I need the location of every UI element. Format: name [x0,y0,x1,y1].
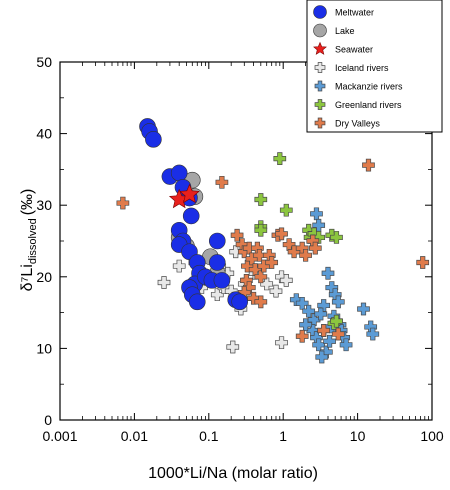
dry-valleys-point [299,248,312,262]
y-axis-title-main: δ⁷Li [19,264,36,291]
y-tick-label: 10 [36,340,52,356]
mackanzie-rivers-point [319,345,333,359]
mackanzie-rivers-point [339,338,353,352]
legend-marker-mackanzie-rivers [314,80,326,92]
y-tick-label: 50 [36,54,52,70]
greenland-rivers-point [254,193,268,206]
meltwater-point [231,293,248,311]
y-axis-title: δ⁷Lidissolved (‰) [19,189,39,292]
dry-valleys-point [254,270,268,284]
legend: Meltwater Lake Seawater Iceland rivers Macka… [306,0,443,133]
greenland-rivers-point [330,231,343,244]
meltwater-point [170,164,188,182]
legend-label-meltwater: Meltwater [335,8,374,18]
meltwater-point [182,207,200,225]
dry-valleys-point [275,227,288,241]
seawater-point [179,183,200,204]
dry-valleys-point [254,295,268,309]
dry-valleys-point [308,241,322,255]
dry-valleys-point [265,256,279,269]
legend-marker-iceland-rivers [314,62,326,73]
mackanzie-rivers-point [315,350,329,364]
iceland-rivers-point [279,274,293,287]
legend-label-iceland-rivers: Iceland rivers [335,63,389,73]
iceland-rivers-point [172,259,186,273]
mackanzie-rivers-point [310,207,323,221]
x-tick-label: 1 [279,428,287,444]
x-tick-label: 10 [350,428,366,444]
y-tick-label: 0 [44,412,52,428]
mackanzie-rivers-point [331,295,345,309]
greenland-rivers-point [279,203,293,217]
dry-valleys-point [416,256,430,269]
legend-label-seawater: Seawater [335,45,373,55]
x-tick-label: 100 [420,428,444,444]
greenland-rivers-point [330,314,343,328]
greenland-rivers-point [254,223,268,237]
iceland-rivers-point [157,276,171,289]
dry-valleys-point [230,228,244,242]
y-tick-label: 40 [36,126,52,142]
greenland-rivers-point [273,152,287,166]
x-tick-label: 0.1 [199,428,219,444]
dry-valleys-point [295,329,309,343]
legend-marker-greenland-rivers [314,99,326,110]
dry-valleys-point [116,196,130,210]
meltwater-point [145,131,162,148]
iceland-rivers-point [226,340,240,354]
x-axis-title: 1000*Li/Na (molar ratio) [148,465,318,482]
mackanzie-rivers-point [321,266,335,280]
y-tick-label: 20 [36,269,52,285]
y-axis-title-unit: (‰) [19,189,36,216]
iceland-rivers-point [275,336,288,350]
dry-valleys-point [317,324,331,337]
legend-marker-dry-valleys [314,117,326,129]
legend-marker-meltwater [313,5,327,19]
legend-label-greenland-rivers: Greenland rivers [335,100,402,110]
mackanzie-rivers-point [357,302,370,316]
iceland-rivers-point [269,284,283,298]
y-tick-label: 30 [36,197,52,213]
legend-box [306,0,443,133]
x-tick-label: 0.001 [42,428,77,444]
y-axis-title-sub: dissolved [27,218,39,264]
data-points [116,118,430,364]
meltwater-point [213,272,231,289]
meltwater-point [208,254,226,271]
mackanzie-rivers-point [314,307,328,321]
dry-valleys-point [362,158,375,172]
legend-label-lake: Lake [335,26,355,36]
meltwater-point [208,232,226,250]
dry-valleys-point [331,327,345,341]
y-axis: 0 10 20 30 40 50 [36,54,432,428]
mackanzie-rivers-point [299,318,312,332]
mackanzie-rivers-point [366,327,380,341]
mackanzie-rivers-point [307,313,321,327]
legend-label-mackanzie-rivers: Mackanzie rivers [335,82,403,92]
x-tick-label: 0.01 [121,428,148,444]
iceland-rivers-point [210,288,224,302]
meltwater-point [188,293,206,311]
legend-marker-seawater [313,41,327,55]
x-axis: 0.001 0.01 0.1 1 10 100 [42,62,444,444]
legend-label-dry-valleys: Dry Valleys [335,119,380,129]
legend-marker-lake [313,23,327,38]
dry-valleys-point [215,175,229,189]
mackanzie-rivers-point [323,334,336,348]
